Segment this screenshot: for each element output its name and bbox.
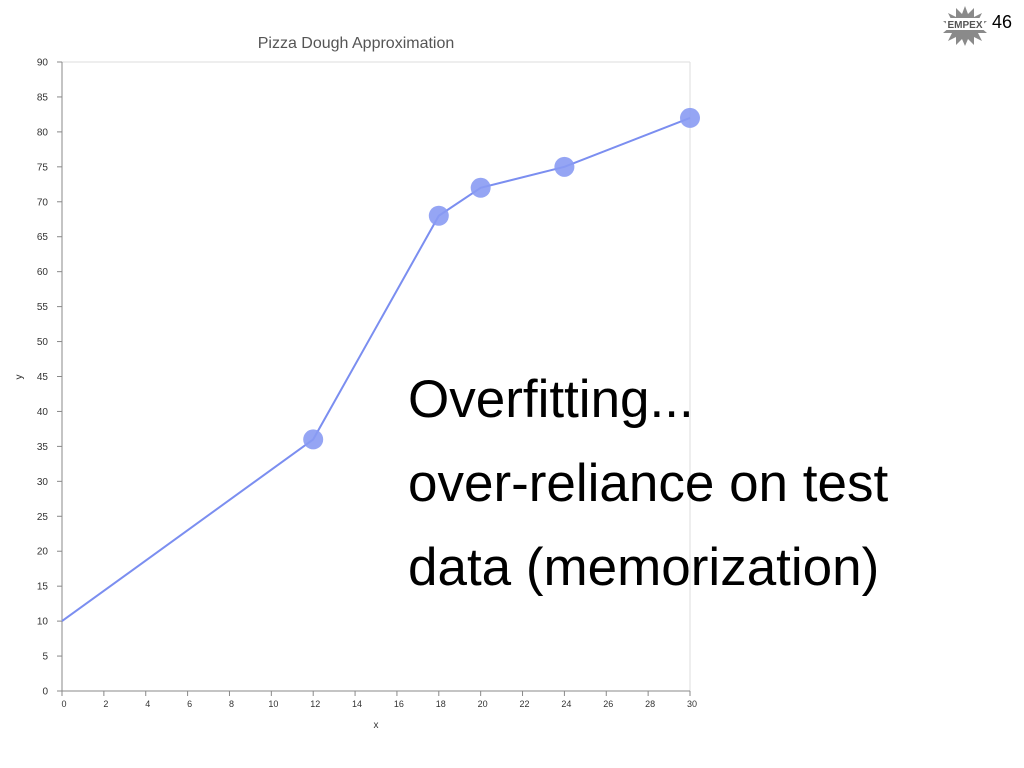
x-tick-label: 6 [187,699,192,709]
data-point [428,205,449,226]
x-tick-label: 14 [352,699,362,709]
series-line-group [61,116,691,622]
y-tick-label: 75 [37,162,49,173]
overlay-line-1: Overfitting... [408,370,694,429]
y-tick-label: 25 [37,512,49,523]
logo-text: EMPEX [947,20,982,31]
y-tick-label: 70 [37,197,49,208]
slide-number: 46 [992,12,1013,32]
empex-logo: EMPEX [943,6,987,46]
x-tick-label: 28 [645,699,655,709]
overlay-line-2: over-reliance on test [408,454,889,513]
series-markers [303,107,700,450]
x-tick-label: 22 [520,699,530,709]
x-tick-label: 4 [145,699,150,709]
y-tick-label: 5 [42,652,48,663]
overlay-line-3: data (memorization) [408,538,880,597]
x-tick-label: 16 [394,699,404,709]
data-point [554,156,575,177]
y-axis-label: y [14,375,25,380]
y-tick-label: 90 [37,58,49,69]
x-tick-label: 24 [561,699,571,709]
y-tick-label: 10 [37,617,49,628]
y-tick-label: 45 [37,372,49,383]
overlay-text: Overfitting... over-reliance on test dat… [408,358,888,610]
y-tick-label: 0 [42,687,48,698]
y-tick-label: 50 [37,337,49,348]
y-tick-label: 35 [37,442,49,453]
y-tick-label: 30 [37,477,49,488]
x-tick-label: 8 [229,699,234,709]
x-tick-label: 20 [478,699,488,709]
x-tick-label: 18 [436,699,446,709]
x-tick-label: 12 [310,699,320,709]
x-axis-label: x [374,720,379,731]
chart-title: Pizza Dough Approximation [258,35,455,52]
x-tick-label: 26 [603,699,613,709]
data-point [303,429,324,450]
x-axis-ticks: 0 2 4 6 8 10 12 14 16 18 20 22 24 26 28 30 [61,691,697,709]
x-tick-label: 10 [268,699,278,709]
data-point [470,177,491,198]
y-tick-label: 40 [37,407,49,418]
y-tick-label: 15 [37,582,49,593]
data-point [680,107,700,128]
y-tick-label: 85 [37,92,49,103]
x-tick-label: 0 [61,699,66,709]
x-tick-label: 2 [103,699,108,709]
y-tick-label: 80 [37,127,49,138]
y-axis-ticks: 0 5 10 15 20 25 30 35 40 45 50 55 60 65 70 75 80 85 90 [37,58,62,698]
y-tick-label: 55 [37,302,49,313]
y-tick-label: 60 [37,267,49,278]
y-tick-label: 20 [37,547,49,558]
x-tick-label: 30 [687,699,697,709]
series-line [61,116,691,622]
y-tick-label: 65 [37,232,49,243]
